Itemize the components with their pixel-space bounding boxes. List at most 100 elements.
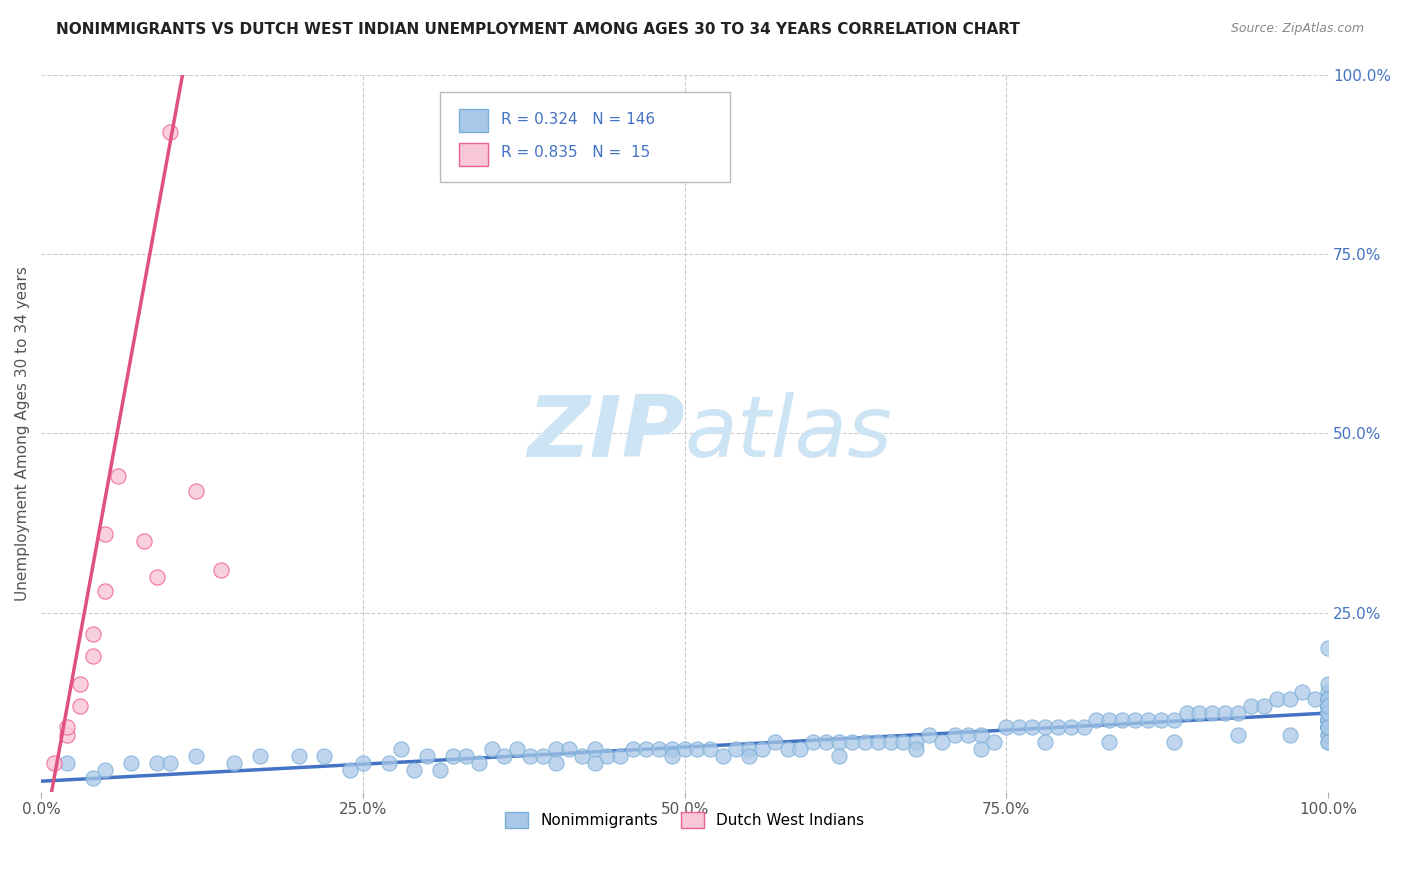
Point — [42, 756, 65, 771]
Point — [1317, 720, 1340, 734]
Point — [711, 749, 734, 764]
Point — [441, 749, 464, 764]
Point — [1227, 728, 1250, 742]
Point — [1317, 698, 1340, 713]
Y-axis label: Unemployment Among Ages 30 to 34 years: Unemployment Among Ages 30 to 34 years — [15, 266, 30, 600]
Point — [481, 742, 503, 756]
Point — [506, 742, 529, 756]
Point — [648, 742, 671, 756]
Point — [596, 749, 619, 764]
Point — [1021, 720, 1043, 734]
Point — [583, 756, 606, 771]
Point — [391, 742, 413, 756]
Point — [1033, 735, 1056, 749]
Point — [1136, 713, 1159, 727]
Text: Source: ZipAtlas.com: Source: ZipAtlas.com — [1230, 22, 1364, 36]
Point — [1033, 720, 1056, 734]
Point — [1317, 720, 1340, 734]
Point — [1317, 720, 1340, 734]
Point — [1278, 691, 1301, 706]
Point — [943, 728, 966, 742]
Point — [1317, 706, 1340, 720]
Point — [69, 698, 91, 713]
Point — [1317, 706, 1340, 720]
Point — [1317, 706, 1340, 720]
Point — [571, 749, 593, 764]
Point — [1317, 698, 1340, 713]
Point — [531, 749, 554, 764]
Point — [686, 742, 709, 756]
Point — [1317, 713, 1340, 727]
Point — [1317, 706, 1340, 720]
Point — [120, 756, 142, 771]
Point — [146, 756, 169, 771]
Point — [1213, 706, 1236, 720]
Point — [184, 749, 207, 764]
Point — [866, 735, 889, 749]
Point — [1317, 691, 1340, 706]
Point — [82, 627, 104, 641]
Point — [1317, 706, 1340, 720]
Point — [1317, 691, 1340, 706]
Point — [1317, 698, 1340, 713]
Point — [314, 749, 336, 764]
Point — [1240, 698, 1263, 713]
Point — [1317, 691, 1340, 706]
Point — [132, 533, 155, 548]
Point — [763, 735, 786, 749]
Point — [1265, 691, 1288, 706]
Point — [969, 728, 991, 742]
Point — [82, 771, 104, 785]
Point — [1163, 713, 1185, 727]
Point — [1227, 706, 1250, 720]
Point — [1291, 684, 1313, 698]
Point — [1317, 713, 1340, 727]
Point — [1123, 713, 1146, 727]
Point — [1317, 706, 1340, 720]
Point — [1317, 713, 1340, 727]
Point — [1201, 706, 1223, 720]
Point — [494, 749, 516, 764]
Point — [159, 756, 181, 771]
Point — [1317, 720, 1340, 734]
Point — [56, 728, 79, 742]
Point — [828, 735, 851, 749]
Point — [1278, 728, 1301, 742]
Point — [1317, 713, 1340, 727]
Point — [1317, 698, 1340, 713]
Point — [1317, 706, 1340, 720]
Legend: Nonimmigrants, Dutch West Indians: Nonimmigrants, Dutch West Indians — [499, 806, 870, 835]
Point — [544, 742, 567, 756]
Point — [1317, 713, 1340, 727]
Point — [94, 526, 117, 541]
Point — [1175, 706, 1198, 720]
Point — [249, 749, 271, 764]
Point — [352, 756, 374, 771]
Point — [751, 742, 773, 756]
Point — [1046, 720, 1069, 734]
Point — [801, 735, 824, 749]
Point — [969, 742, 991, 756]
Point — [1317, 728, 1340, 742]
Point — [879, 735, 901, 749]
Point — [1317, 698, 1340, 713]
Point — [1317, 735, 1340, 749]
Point — [853, 735, 876, 749]
Point — [1085, 713, 1108, 727]
Text: R = 0.835   N =  15: R = 0.835 N = 15 — [501, 145, 650, 161]
Text: atlas: atlas — [685, 392, 893, 475]
Point — [815, 735, 838, 749]
Point — [287, 749, 309, 764]
Point — [1317, 698, 1340, 713]
Point — [661, 749, 683, 764]
Point — [1111, 713, 1133, 727]
Point — [621, 742, 644, 756]
Point — [699, 742, 721, 756]
Point — [56, 756, 79, 771]
Point — [1317, 706, 1340, 720]
Point — [184, 483, 207, 498]
Point — [1317, 691, 1340, 706]
Point — [995, 720, 1018, 734]
Point — [634, 742, 657, 756]
Point — [1317, 713, 1340, 727]
